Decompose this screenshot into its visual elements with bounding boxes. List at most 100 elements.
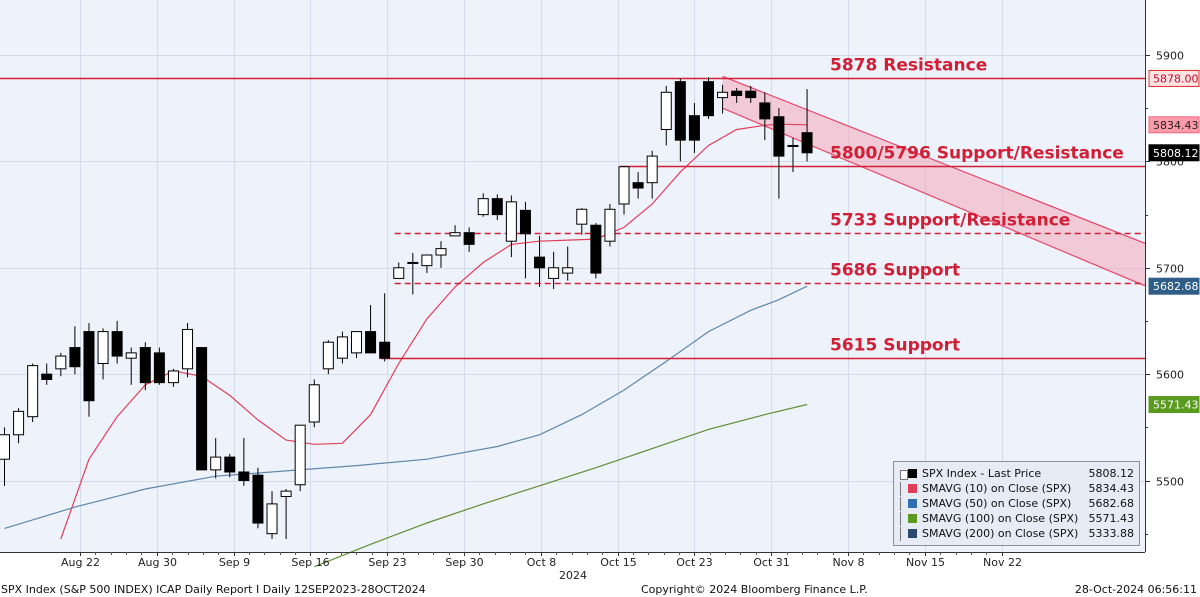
legend-tree-icon: [900, 527, 907, 541]
candle-body: [351, 331, 362, 354]
candle: [491, 194, 503, 220]
candle-body: [266, 503, 278, 535]
candle-body: [632, 182, 644, 189]
candle-body: [27, 365, 39, 418]
axis-background: [1145, 0, 1200, 552]
candle: [646, 150, 658, 199]
candle: [590, 223, 602, 279]
candle: [322, 340, 334, 375]
price-tag-label-2: 5808.12: [1153, 147, 1199, 160]
level-label-1: 5800/5796 Support/Resistance: [830, 144, 1124, 164]
legend-label: SPX Index - Last Price: [922, 467, 1042, 480]
candle: [238, 437, 250, 486]
candle: [379, 293, 391, 362]
price-tag-label-0: 5878.00: [1153, 72, 1199, 85]
candle: [505, 195, 517, 258]
legend-value: 5682.68: [1088, 497, 1135, 510]
candle: [717, 84, 729, 114]
candle-body: [604, 208, 616, 242]
level-label-2: 5733 Support/Resistance: [830, 211, 1070, 231]
candle: [632, 172, 644, 199]
candle: [773, 108, 785, 199]
candle-body: [773, 116, 785, 157]
plot-background: [0, 0, 1145, 552]
legend-entry: SMAVG (200) on Close (SPX) 5333.88: [900, 527, 1136, 541]
candle: [69, 326, 81, 375]
candle: [41, 363, 53, 385]
channel-upper-line: [722, 75, 1146, 244]
legend-value: 5333.88: [1088, 527, 1135, 540]
price-tag-2: [1148, 144, 1200, 162]
y-tick-label: 5500: [1156, 476, 1184, 489]
price-tag-label-1: 5834.43: [1153, 119, 1199, 132]
candle: [421, 254, 433, 274]
candle-body: [674, 81, 686, 141]
candle-body: [519, 209, 531, 235]
candle-body: [125, 352, 137, 359]
candle: [83, 323, 95, 417]
x-year-label: 2024: [559, 569, 587, 582]
candle: [252, 467, 264, 529]
candle-body: [660, 91, 672, 131]
level-label-4: 5615 Support: [830, 336, 960, 356]
candle-body: [590, 224, 602, 274]
legend-entry: SPX Index - Last Price 5808.12: [900, 467, 1136, 481]
price-tags: 5878.00 5834.43 5808.12 5682.68 5571.43: [1148, 69, 1200, 414]
candle-body: [505, 201, 517, 242]
legend: SPX Index - Last Price 5808.12 SMAVG (10) …: [893, 461, 1140, 546]
x-tick-label: Nov 8: [833, 556, 865, 569]
legend-value: 5571.43: [1088, 512, 1135, 525]
y-tick-label: 5600: [1156, 369, 1184, 382]
candle: [55, 352, 67, 377]
candle-body: [294, 424, 306, 486]
x-tick-label: Aug 30: [138, 556, 177, 569]
candle-body: [477, 198, 489, 216]
ma-line-1: [4, 285, 808, 529]
legend-label: SMAVG (200) on Close (SPX): [922, 527, 1079, 540]
candle: [182, 323, 194, 378]
candle: [266, 491, 278, 539]
candle-body: [421, 254, 433, 267]
candle: [111, 320, 123, 364]
legend-swatch: [908, 484, 917, 493]
level-label-0: 5878 Resistance: [830, 56, 987, 76]
candle-body: [139, 347, 151, 384]
candle: [224, 453, 236, 478]
x-tick-label: Oct 8: [527, 556, 557, 569]
level-labels: 5878 Resistance 5800/5796 Support/Resista…: [830, 56, 1124, 356]
x-tick-label: Sep 16: [291, 556, 329, 569]
candle: [604, 203, 616, 247]
candle: [519, 201, 531, 279]
price-tag-label-3: 5682.68: [1153, 280, 1199, 293]
price-tag-1: [1148, 116, 1200, 134]
candle: [125, 347, 137, 385]
candle: [13, 408, 25, 444]
candle-body: [717, 91, 729, 99]
candle-body: [618, 166, 630, 205]
candle-body: [365, 331, 377, 354]
price-tag-4: [1148, 396, 1200, 414]
price-tag-label-4: 5571.43: [1153, 399, 1199, 412]
legend-entry: SMAVG (10) on Close (SPX) 5834.43: [900, 482, 1136, 496]
candle: [548, 251, 560, 290]
candle-body: [182, 328, 194, 370]
legend-tree-icon: [900, 482, 907, 496]
x-tick-label: Oct 15: [600, 556, 637, 569]
candle: [153, 347, 165, 385]
candle-body: [252, 474, 264, 524]
candle: [435, 241, 447, 268]
candle: [97, 328, 109, 380]
candle-body: [83, 331, 95, 402]
candle: [351, 331, 362, 359]
x-axis: Aug 22 Aug 30 Sep 9 Sep 16 Sep 23 Sep 30 Oct 8…: [61, 552, 1022, 582]
candle-body: [435, 248, 447, 256]
candle-body: [449, 232, 461, 237]
candle: [618, 166, 630, 215]
candle: [674, 78, 686, 162]
x-axis-background: [0, 552, 1145, 582]
legend-value: 5808.12: [1088, 467, 1135, 480]
legend-tree-icon: [900, 497, 907, 511]
footer-report-title: SPX Index (S&P 500 INDEX) ICAP Daily Rep…: [1, 583, 426, 596]
ma-line-2: [314, 403, 808, 568]
candle: [477, 193, 489, 217]
